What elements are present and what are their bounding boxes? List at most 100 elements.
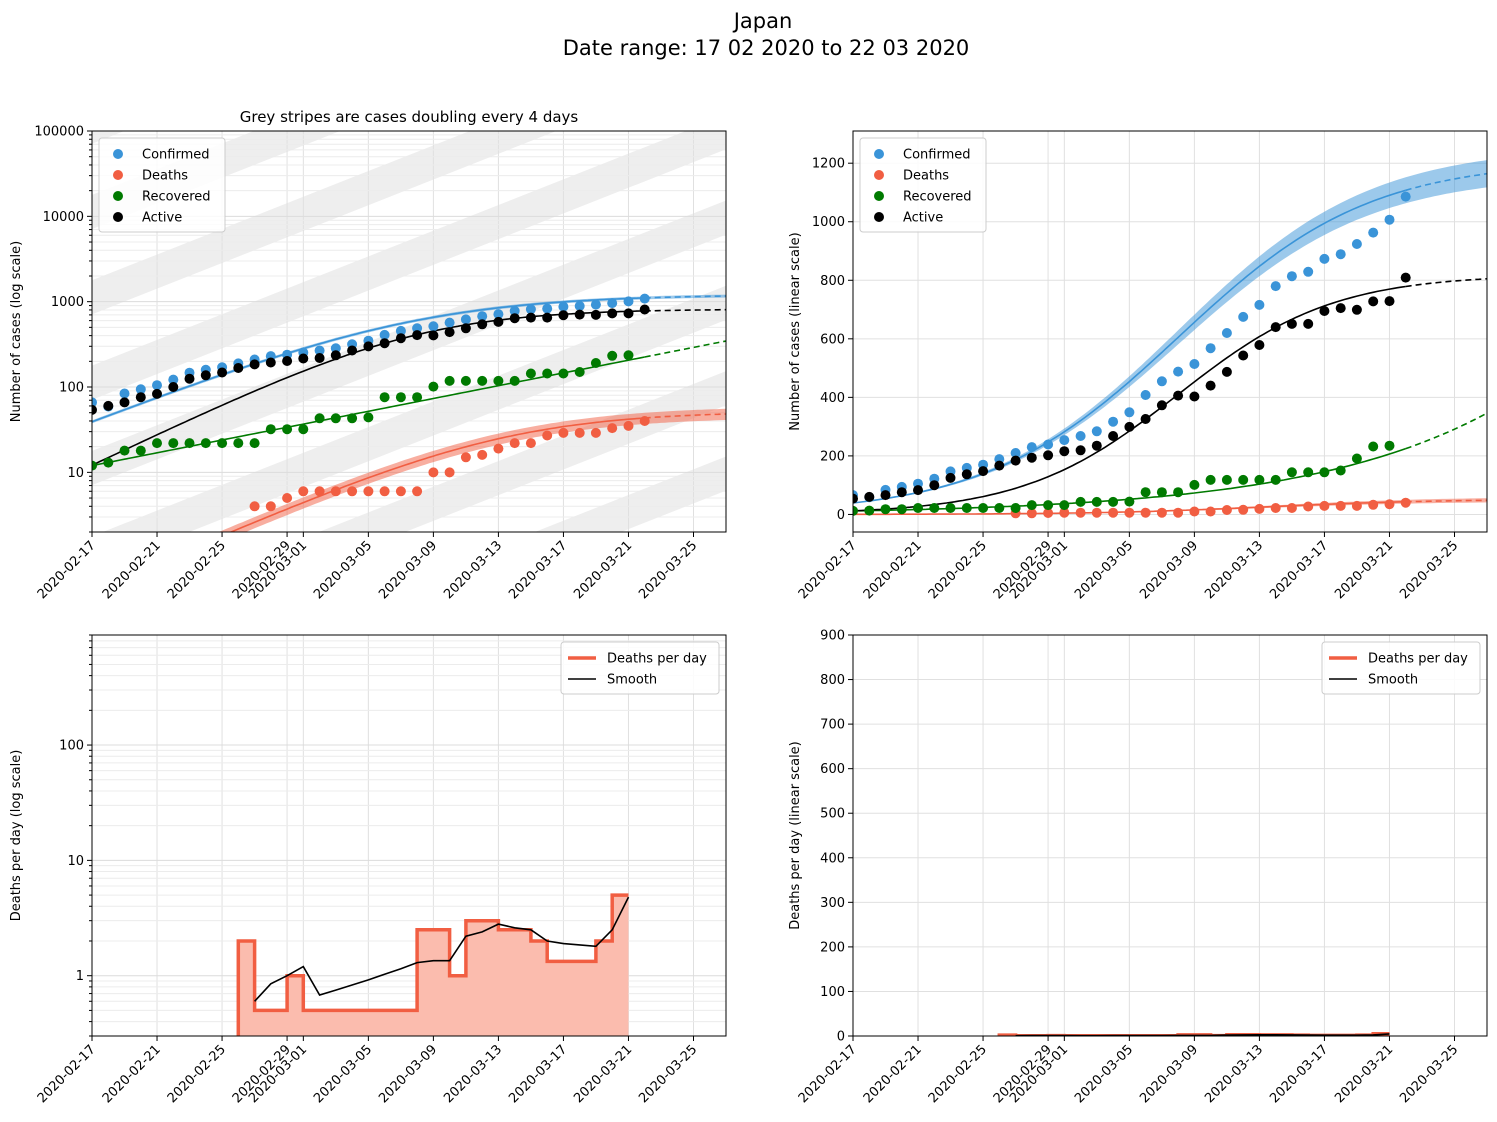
x-tick-label: 2020-02-21: [100, 1042, 164, 1106]
active-point: [168, 382, 179, 392]
active-point: [853, 493, 858, 504]
active-projection-line: [644, 308, 726, 312]
y-tick-label: 600: [820, 332, 845, 347]
legend-label: Confirmed: [142, 148, 210, 163]
y-tick-label: 0: [837, 508, 845, 523]
deaths-fit-line: [229, 417, 645, 532]
active-point: [1303, 318, 1314, 329]
active-point: [1384, 296, 1395, 307]
confirmed-point: [1059, 435, 1070, 446]
confirmed-point: [509, 305, 520, 316]
deaths-projection-line: [1405, 499, 1487, 503]
x-tick-label: 2020-03-21: [1332, 538, 1396, 602]
active-point: [412, 330, 423, 341]
y-tick-label: 800: [820, 274, 845, 289]
active-point: [152, 388, 162, 399]
recovered-point: [542, 368, 553, 379]
recovered-projection-line: [1405, 412, 1487, 450]
deaths-point: [1059, 507, 1070, 518]
confirmed-point: [1010, 448, 1021, 458]
axes-frame: [91, 130, 727, 533]
active-point: [1108, 431, 1119, 441]
y-tick-label: 10000: [43, 210, 84, 225]
active-point: [200, 370, 211, 381]
x-tick-label: 2020-02-25: [165, 538, 229, 602]
deaths-point: [249, 501, 260, 512]
active-point: [558, 310, 569, 321]
recovered-point: [961, 503, 972, 513]
y-tick-label: 100: [59, 739, 84, 754]
deaths-point: [1140, 507, 1151, 518]
confirmed-point: [1286, 271, 1297, 282]
active-point: [1140, 414, 1151, 424]
x-tick-label: 2020-03-09: [1137, 538, 1201, 602]
active-point: [1059, 446, 1070, 457]
confirmed-point: [607, 298, 618, 309]
cases-linear-chart: 2020-02-17 2020-02-21 2020-02-25 2020-02-29…: [788, 130, 1488, 602]
x-tick-label: 2020-03-05: [311, 1042, 375, 1106]
recovered-point: [493, 375, 504, 386]
doubling-stripe: [92, 131, 557, 315]
deaths-point: [1319, 500, 1330, 511]
recovered-projection-line: [644, 340, 726, 358]
doubling-stripe: [92, 200, 726, 486]
legend-label: Deaths per day: [1368, 652, 1468, 667]
confirmed-band: [853, 160, 1487, 504]
doubling-stripe: [92, 131, 125, 144]
recovered-point: [880, 504, 891, 515]
y-tick-label: 700: [820, 718, 845, 733]
plot-area: [853, 635, 1487, 1036]
active-point: [1221, 366, 1232, 377]
confirmed-point: [1173, 366, 1184, 377]
deaths-point: [1091, 507, 1102, 518]
figure-title: Japan: [732, 9, 793, 33]
active-point: [233, 363, 244, 373]
deaths-point: [395, 486, 406, 497]
recovered-point: [978, 503, 989, 513]
deaths-point: [1108, 507, 1119, 518]
x-tick-label: 2020-03-13: [1202, 1042, 1266, 1106]
doubling-stripe: [102, 285, 726, 532]
x-tick-label: 2020-02-25: [926, 538, 990, 602]
x-tick-label: 2020-03-05: [1072, 538, 1136, 602]
active-point: [330, 350, 341, 361]
recovered-point: [1221, 474, 1232, 485]
deaths-point: [1384, 499, 1395, 510]
active-point: [509, 313, 520, 324]
legend: Deaths per day Smooth: [1321, 641, 1481, 695]
confirmed-projection-line: [1405, 172, 1487, 192]
axes-frame: [852, 634, 1488, 1037]
active-point: [428, 330, 439, 341]
doubling-stripe: [318, 371, 726, 532]
confirmed-point: [1351, 239, 1362, 249]
confirmed-fit-line: [853, 189, 1406, 504]
confirmed-point: [379, 329, 390, 340]
recovered-point: [1124, 496, 1135, 507]
recovered-point: [460, 375, 471, 386]
active-point: [135, 392, 146, 403]
axes-frame: [852, 130, 1488, 533]
active-point: [1189, 391, 1200, 402]
x-tick-label: 2020-02-17: [796, 1042, 860, 1106]
recovered-point: [363, 412, 374, 423]
deaths-point: [1351, 500, 1362, 511]
confirmed-point: [152, 380, 162, 391]
active-point: [945, 472, 956, 483]
recovered-point: [444, 375, 455, 386]
deaths-point: [314, 486, 325, 497]
legend: Confirmed Deaths Recovered Active: [859, 137, 987, 233]
x-tick-label: 2020-03-17: [506, 538, 570, 602]
y-axis-label: Deaths per day (log scale): [9, 750, 24, 922]
active-point: [314, 353, 325, 363]
recovered-point: [119, 445, 130, 456]
confirmed-projection-line: [644, 295, 726, 299]
y-tick-label: 300: [820, 896, 845, 911]
recovered-point: [1351, 453, 1362, 464]
legend-marker: [113, 170, 123, 180]
y-tick-label: 200: [820, 449, 845, 464]
y-tick-label: 0: [837, 1030, 845, 1045]
y-tick-label: 100: [820, 985, 845, 1000]
recovered-point: [1238, 474, 1249, 485]
recovered-point: [1368, 441, 1379, 452]
recovered-point: [1319, 467, 1330, 478]
